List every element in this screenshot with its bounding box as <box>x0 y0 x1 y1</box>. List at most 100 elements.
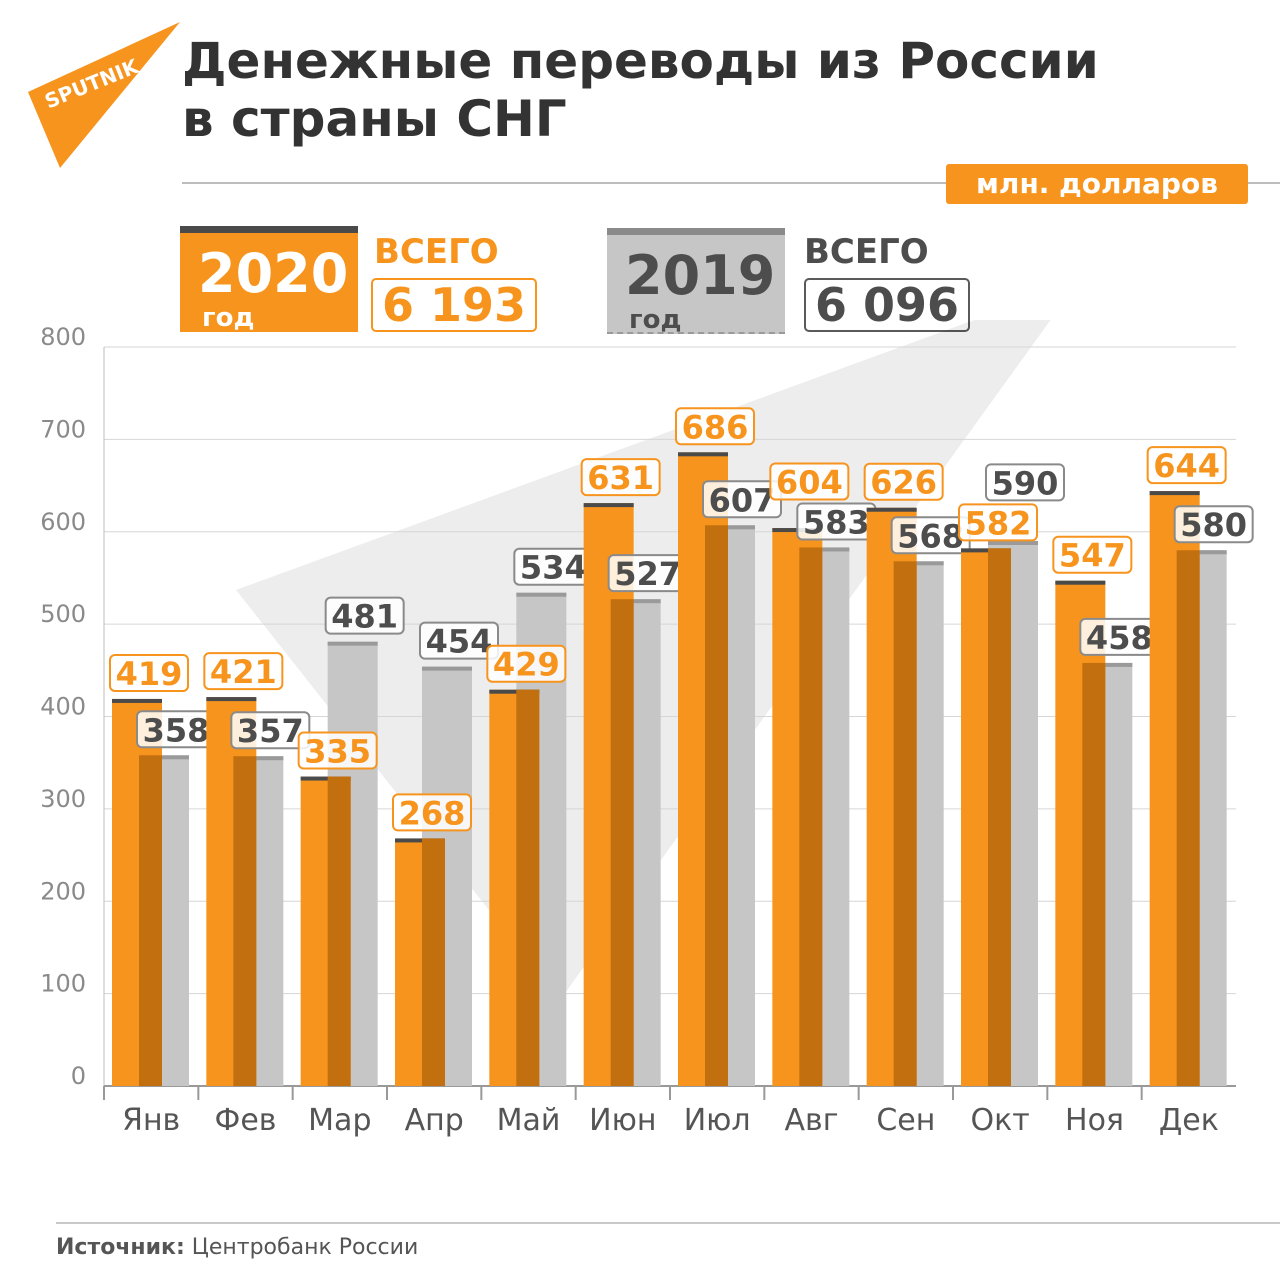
bar-2019-cap <box>327 641 378 646</box>
x-tick-label: Янв <box>122 1103 180 1138</box>
title-line-2: в страны СНГ <box>182 90 567 148</box>
data-label-2020-box <box>580 458 661 497</box>
data-label-2019: 568 <box>897 517 964 555</box>
data-label-2020-box <box>109 653 189 692</box>
bar-2020-cap <box>206 697 257 702</box>
legend-2020-suffix: год <box>202 303 255 333</box>
data-label-2019: 580 <box>1180 506 1247 544</box>
data-label-2020: 604 <box>776 463 843 501</box>
bar-2020-cap <box>678 452 728 457</box>
data-label-2020-box <box>1146 446 1227 485</box>
data-label-2020-box <box>203 652 284 691</box>
y-tick-label: 500 <box>40 600 86 628</box>
bar-2020-cap <box>112 698 162 703</box>
data-label-2019: 454 <box>426 623 493 661</box>
bar-overlap <box>422 838 445 1086</box>
x-tick-label: Авг <box>785 1103 839 1138</box>
data-label-2020: 626 <box>870 464 937 502</box>
bar-2019-cap <box>1176 550 1227 555</box>
data-label-2020: 686 <box>682 408 749 446</box>
y-tick-label: 600 <box>40 508 86 536</box>
y-tick-label: 100 <box>40 970 86 998</box>
footer-divider <box>56 1222 1280 1224</box>
data-label-2019-box <box>1173 505 1254 544</box>
x-tick-label: Мар <box>308 1103 371 1138</box>
y-tick-label: 700 <box>40 415 86 443</box>
bar-overlap <box>139 755 162 1086</box>
data-label-2019-box <box>985 463 1065 502</box>
legend-2019-suffix: год <box>629 305 682 335</box>
bar-2019-cap <box>139 755 189 760</box>
bar-2020-cap <box>1055 580 1106 585</box>
x-tick-label: Июл <box>684 1103 751 1138</box>
data-label-2019: 527 <box>614 555 681 593</box>
bar-2019-cap <box>799 547 850 552</box>
bar-2020-cap <box>866 507 917 512</box>
data-label-2020-box <box>863 462 944 501</box>
x-tick-label: Июн <box>589 1103 656 1138</box>
bar-2020-cap <box>583 503 634 508</box>
data-label-2019: 458 <box>1086 619 1153 657</box>
bar-overlap <box>516 689 540 1086</box>
data-label-2020: 644 <box>1153 447 1220 485</box>
data-label-2020-box <box>297 731 378 770</box>
bar-2020-cap <box>489 689 540 694</box>
sputnik-logo: SPUTNIK <box>28 22 180 168</box>
bar-2019-cap <box>1082 662 1133 667</box>
x-tick-label: Сен <box>876 1103 935 1138</box>
title-line-1: Денежные переводы из России <box>182 32 1099 90</box>
source-text: Центробанк России <box>191 1235 419 1260</box>
x-tick-label: Май <box>497 1103 561 1138</box>
x-tick-label: Апр <box>405 1103 464 1138</box>
data-label-2019: 590 <box>992 464 1059 502</box>
bar-overlap <box>893 561 917 1086</box>
data-label-2020: 429 <box>493 646 560 684</box>
x-tick-label: Окт <box>971 1103 1030 1138</box>
bar-2019-cap <box>705 525 755 530</box>
bar-2019-cap <box>610 599 661 604</box>
data-label-2020-box <box>392 793 472 832</box>
bar-2020-cap <box>961 548 1011 553</box>
bar-2019-cap <box>422 666 472 671</box>
data-label-2020-box <box>958 503 1038 542</box>
data-label-2019: 534 <box>520 549 587 587</box>
data-label-2020: 268 <box>399 794 466 832</box>
bar-2020-cap <box>395 838 445 843</box>
legend-2020-total-label: ВСЕГО <box>374 232 499 272</box>
data-label-2020: 421 <box>210 653 277 691</box>
legend-2019-box: 2019 год <box>607 228 785 335</box>
bar-overlap <box>1082 662 1106 1086</box>
data-label-2020-box <box>675 407 755 446</box>
data-label-2019: 358 <box>143 711 210 749</box>
data-label-2020: 335 <box>304 733 371 771</box>
data-label-2019: 481 <box>331 598 398 636</box>
bar-2019-cap <box>516 592 567 597</box>
bar-overlap <box>1176 550 1200 1086</box>
y-tick-label: 800 <box>40 323 86 351</box>
data-label-2020: 582 <box>965 504 1032 542</box>
data-label-2019-box <box>230 711 311 750</box>
legend-2019-year: 2019 <box>625 244 776 307</box>
data-label-2019: 607 <box>709 481 776 519</box>
bar-overlap <box>327 776 351 1086</box>
source-note: Источник: Центробанк России <box>56 1234 418 1262</box>
x-tick-label: Ноя <box>1065 1103 1124 1138</box>
bar-2020-cap <box>1149 491 1200 496</box>
y-tick-label: 200 <box>40 877 86 905</box>
bar-2019-cap <box>233 756 284 761</box>
bar-2020-cap <box>300 776 351 781</box>
legend-2019-total-value: 6 096 <box>804 278 970 332</box>
bar-overlap <box>233 756 257 1086</box>
legend-2020-total-value: 6 193 <box>371 278 537 332</box>
logo-triangle <box>28 22 180 168</box>
legend-2020-box: 2020 год <box>180 226 358 333</box>
data-label-2020: 547 <box>1059 537 1126 575</box>
legend-2020-year: 2020 <box>198 242 349 305</box>
data-label-2020-box <box>1052 535 1133 574</box>
source-label: Источник: <box>56 1235 185 1260</box>
data-label-2020-box <box>769 462 850 501</box>
y-tick-label: 400 <box>40 693 86 721</box>
data-label-2019: 357 <box>237 712 304 750</box>
header-divider <box>182 182 1280 184</box>
data-label-2019-box <box>419 621 499 660</box>
